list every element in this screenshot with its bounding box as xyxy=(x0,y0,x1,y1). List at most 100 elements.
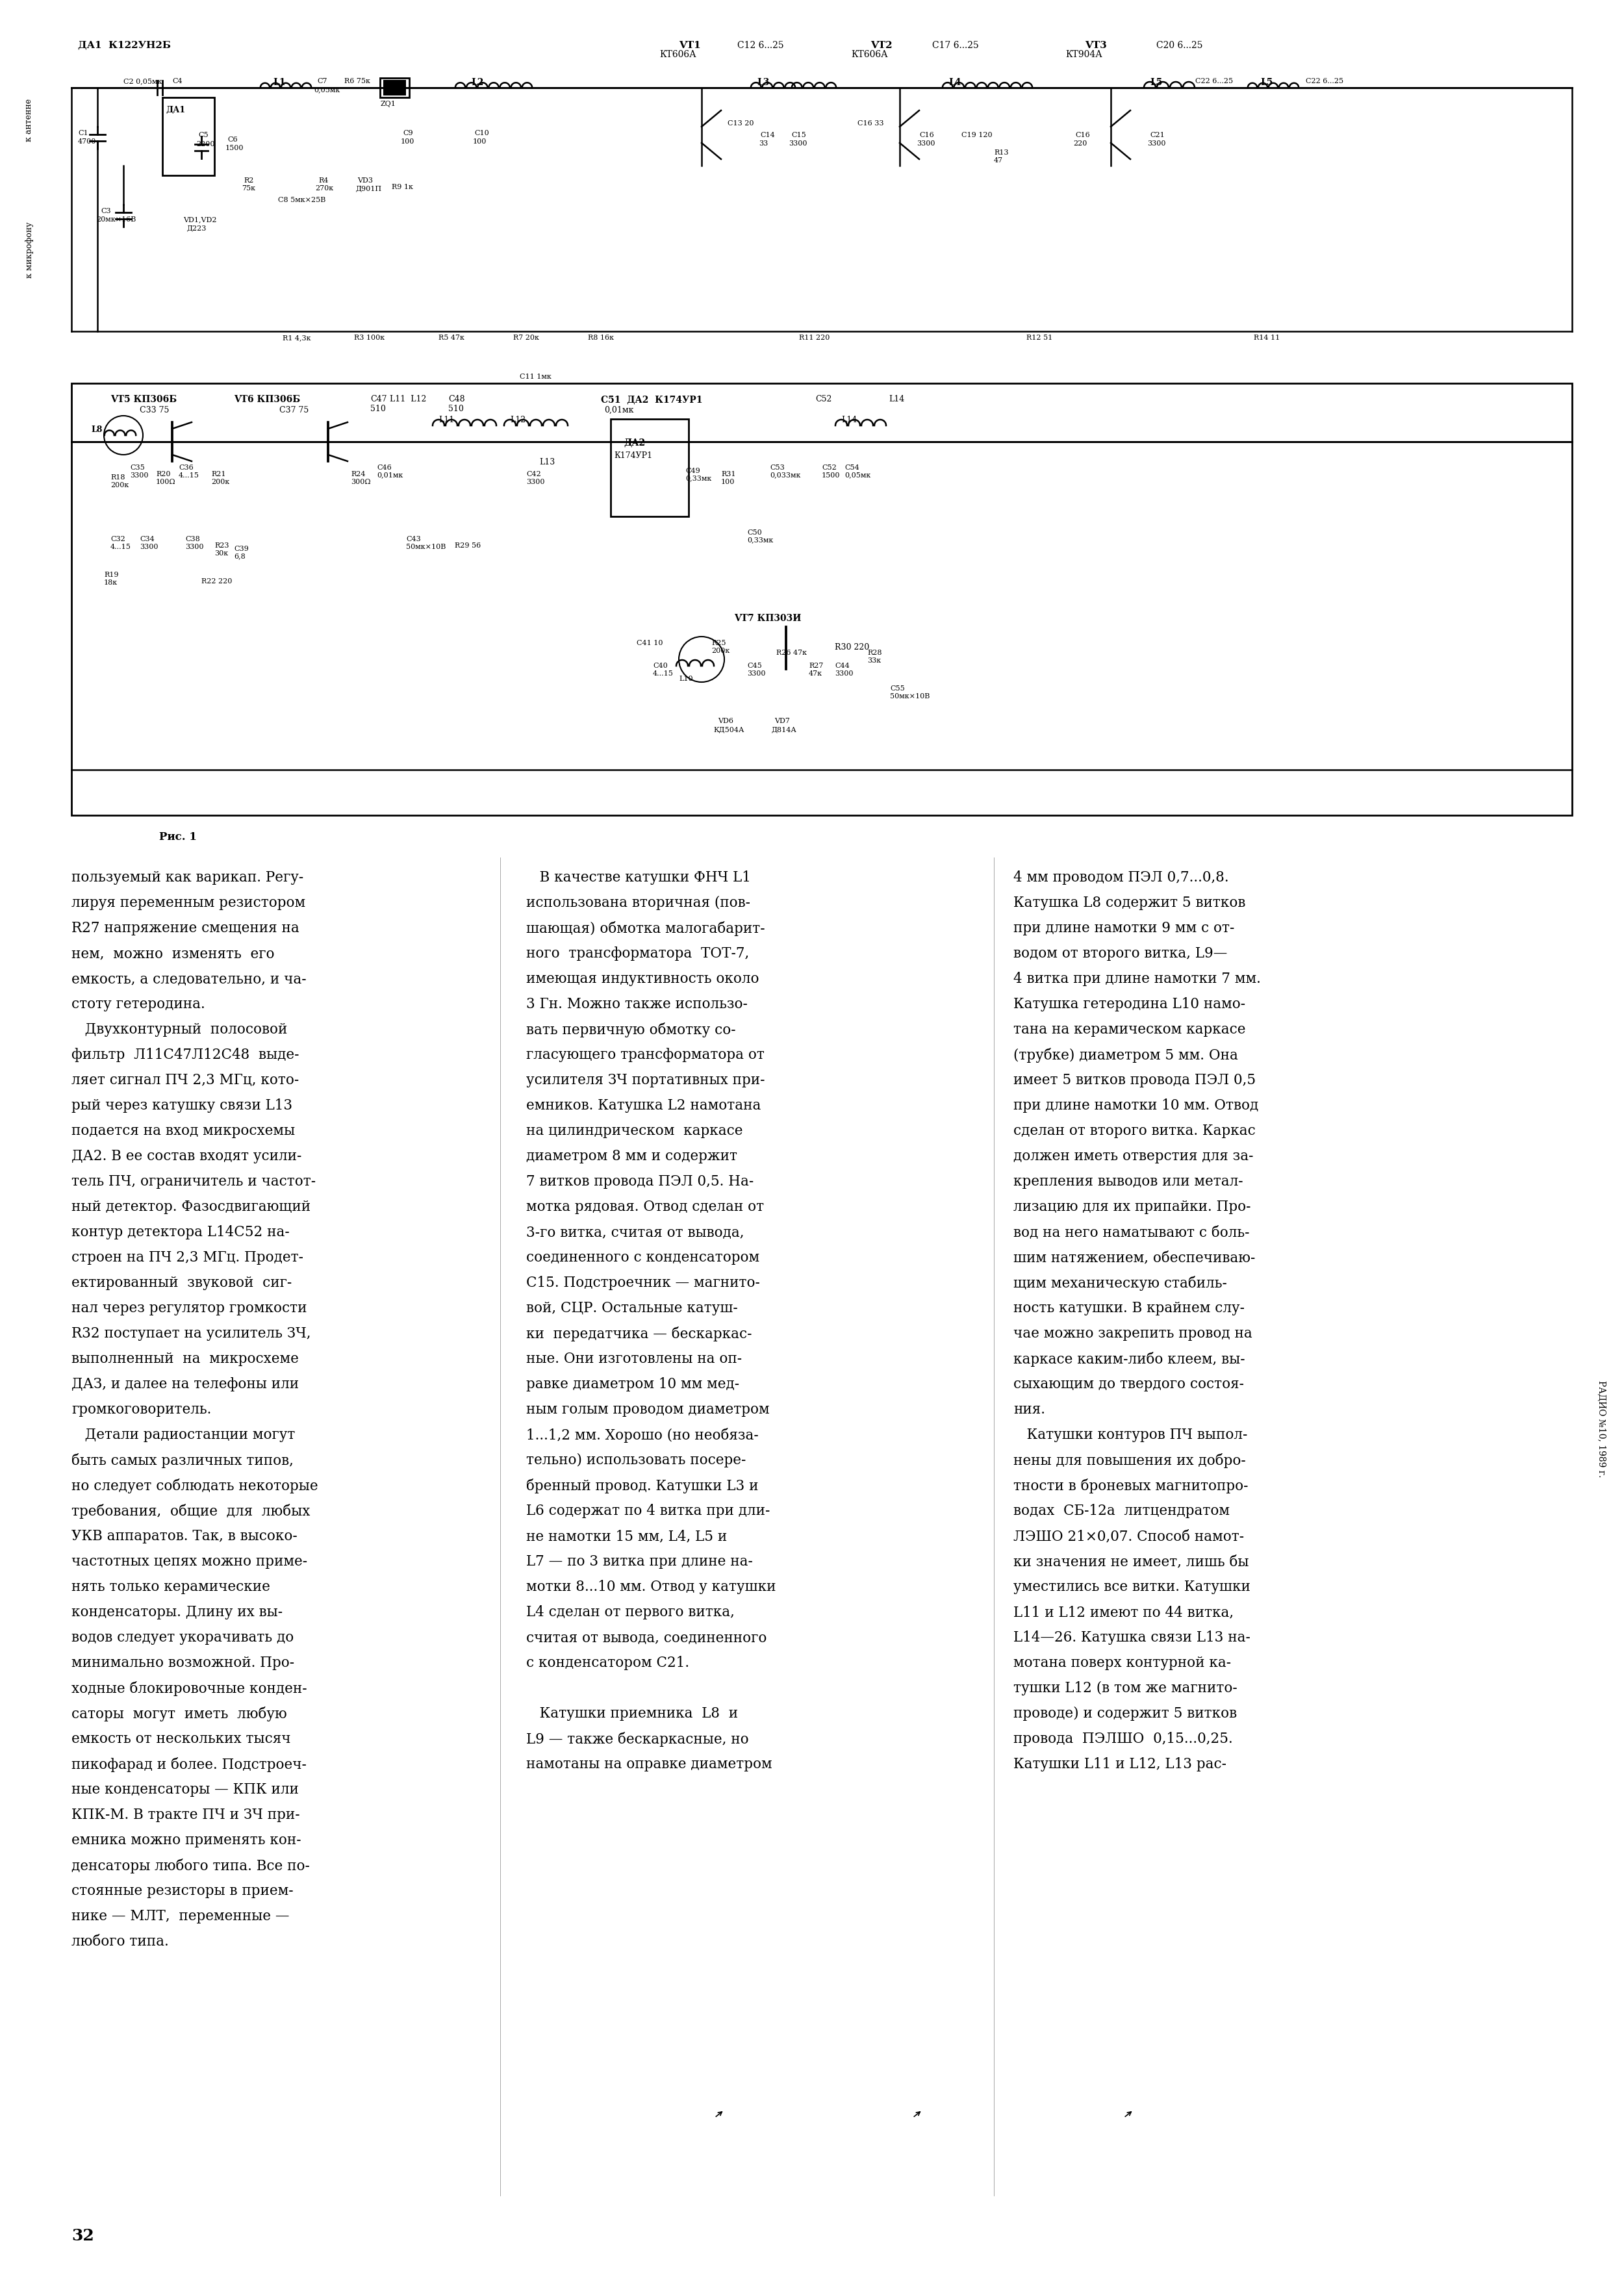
Text: Д223: Д223 xyxy=(187,225,206,232)
Text: Катушки приемника  L8  и: Катушки приемника L8 и xyxy=(526,1706,737,1721)
Text: С42
3300: С42 3300 xyxy=(526,470,544,486)
Text: L4: L4 xyxy=(948,77,961,86)
Text: С22 6...25: С22 6...25 xyxy=(1306,77,1343,84)
Text: 3300: 3300 xyxy=(789,141,807,148)
Text: тана на керамическом каркасе: тана на керамическом каркасе xyxy=(1013,1022,1246,1038)
Text: С13 20: С13 20 xyxy=(728,120,754,127)
Text: имеет 5 витков провода ПЭЛ 0,5: имеет 5 витков провода ПЭЛ 0,5 xyxy=(1013,1074,1255,1088)
Text: R22 220: R22 220 xyxy=(201,579,232,584)
Text: частотных цепях можно приме-: частотных цепях можно приме- xyxy=(71,1553,307,1569)
Text: VT3: VT3 xyxy=(1085,41,1108,50)
Text: ки  передатчика — бескаркас-: ки передатчика — бескаркас- xyxy=(526,1326,752,1342)
Text: R12 51: R12 51 xyxy=(1026,334,1052,341)
Bar xyxy=(162,98,214,175)
Text: L1: L1 xyxy=(273,77,286,86)
Text: диаметром 8 мм и содержит: диаметром 8 мм и содержит xyxy=(526,1149,737,1163)
Text: L13: L13 xyxy=(539,459,555,466)
Text: шающая) обмотка малогабарит-: шающая) обмотка малогабарит- xyxy=(526,922,765,936)
Text: R3 100к: R3 100к xyxy=(354,334,385,341)
Text: пикофарад и более. Подстроеч-: пикофарад и более. Подстроеч- xyxy=(71,1758,307,1771)
Text: С15. Подстроечник — магнито-: С15. Подстроечник — магнито- xyxy=(526,1276,760,1290)
Text: Катушка L8 содержит 5 витков: Катушка L8 содержит 5 витков xyxy=(1013,895,1246,911)
Text: нем,  можно  изменять  его: нем, можно изменять его xyxy=(71,947,274,961)
Text: каркасе каким-либо клеем, вы-: каркасе каким-либо клеем, вы- xyxy=(1013,1351,1246,1367)
Text: L6 содержат по 4 витка при дли-: L6 содержат по 4 витка при дли- xyxy=(526,1503,770,1517)
Text: к микрофону: к микрофону xyxy=(24,223,34,277)
Text: С53
0,033мк: С53 0,033мк xyxy=(770,466,801,479)
Text: ДА2. В ее состав входят усили-: ДА2. В ее состав входят усили- xyxy=(71,1149,302,1163)
Text: нике — МЛТ,  переменные —: нике — МЛТ, переменные — xyxy=(71,1910,289,1924)
Text: щим механическую стабиль-: щим механическую стабиль- xyxy=(1013,1276,1228,1290)
Text: но следует соблюдать некоторые: но следует соблюдать некоторые xyxy=(71,1478,318,1494)
Text: VT1: VT1 xyxy=(679,41,702,50)
Text: С12 6...25: С12 6...25 xyxy=(737,41,784,50)
Text: использована вторичная (пов-: использована вторичная (пов- xyxy=(526,895,750,911)
Text: мотки 8...10 мм. Отвод у катушки: мотки 8...10 мм. Отвод у катушки xyxy=(526,1581,776,1594)
Text: соединенного с конденсатором: соединенного с конденсатором xyxy=(526,1251,760,1265)
Text: усилителя ЗЧ портативных при-: усилителя ЗЧ портативных при- xyxy=(526,1074,765,1088)
Text: 4 мм проводом ПЭЛ 0,7...0,8.: 4 мм проводом ПЭЛ 0,7...0,8. xyxy=(1013,870,1229,886)
Text: L3: L3 xyxy=(757,77,770,86)
Text: 1...1,2 мм. Хорошо (но необяза-: 1...1,2 мм. Хорошо (но необяза- xyxy=(526,1428,758,1442)
Text: 0,01мк: 0,01мк xyxy=(604,407,633,413)
Text: ДА2: ДА2 xyxy=(624,438,645,447)
Text: С4: С4 xyxy=(172,77,182,84)
Text: требования,  общие  для  любых: требования, общие для любых xyxy=(71,1503,310,1519)
Text: С16: С16 xyxy=(919,132,934,139)
Text: L14—26. Катушка связи L13 на-: L14—26. Катушка связи L13 на- xyxy=(1013,1631,1250,1644)
Text: саторы  могут  иметь  любую: саторы могут иметь любую xyxy=(71,1706,287,1721)
Text: С51  ДА2  К174УР1: С51 ДА2 К174УР1 xyxy=(601,395,703,404)
Text: С37 75: С37 75 xyxy=(279,407,309,413)
Text: 2200: 2200 xyxy=(197,141,214,148)
Text: КТ606А: КТ606А xyxy=(659,50,697,59)
Bar xyxy=(383,79,406,95)
Text: R23
30к: R23 30к xyxy=(214,543,229,556)
Text: провода  ПЭЛШО  0,15...0,25.: провода ПЭЛШО 0,15...0,25. xyxy=(1013,1733,1233,1746)
Text: пользуемый как варикап. Регу-: пользуемый как варикап. Регу- xyxy=(71,870,304,886)
Text: ектированный  звуковой  сиг-: ектированный звуковой сиг- xyxy=(71,1276,292,1290)
Text: 3 Гн. Можно также использо-: 3 Гн. Можно также использо- xyxy=(526,997,747,1011)
Text: 4 витка при длине намотки 7 мм.: 4 витка при длине намотки 7 мм. xyxy=(1013,972,1260,986)
Text: Катушка гетеродина L10 намо-: Катушка гетеродина L10 намо- xyxy=(1013,997,1246,1011)
Text: не намотки 15 мм, L4, L5 и: не намотки 15 мм, L4, L5 и xyxy=(526,1528,728,1544)
Text: R14 11: R14 11 xyxy=(1254,334,1280,341)
Text: фильтр  Л11С47Л12С48  выде-: фильтр Л11С47Л12С48 выде- xyxy=(71,1047,299,1063)
Text: С46
0,01мк: С46 0,01мк xyxy=(377,466,403,479)
Text: любого типа.: любого типа. xyxy=(71,1935,169,1949)
Text: С52
1500: С52 1500 xyxy=(822,466,840,479)
Text: 100: 100 xyxy=(473,139,487,145)
Text: С35
3300: С35 3300 xyxy=(130,466,148,479)
Text: В качестве катушки ФНЧ L1: В качестве катушки ФНЧ L1 xyxy=(526,870,750,886)
Text: ность катушки. В крайнем слу-: ность катушки. В крайнем слу- xyxy=(1013,1301,1244,1315)
Text: лизацию для их припайки. Про-: лизацию для их припайки. Про- xyxy=(1013,1199,1250,1215)
Text: R19
18к: R19 18к xyxy=(104,572,119,586)
Text: проводе) и содержит 5 витков: проводе) и содержит 5 витков xyxy=(1013,1706,1237,1721)
Text: 32: 32 xyxy=(71,2228,94,2244)
Text: емкость, а следовательно, и ча-: емкость, а следовательно, и ча- xyxy=(71,972,307,986)
Text: К174УР1: К174УР1 xyxy=(614,452,653,461)
Text: С40
4...15: С40 4...15 xyxy=(653,663,674,677)
Bar xyxy=(611,418,689,516)
Text: VT2: VT2 xyxy=(870,41,892,50)
Text: намотаны на оправке диаметром: намотаны на оправке диаметром xyxy=(526,1758,771,1771)
Text: R29 56: R29 56 xyxy=(455,543,481,550)
Text: сыхающим до твердого состоя-: сыхающим до твердого состоя- xyxy=(1013,1376,1244,1392)
Text: к антенне: к антенне xyxy=(24,98,34,141)
Text: С33 75: С33 75 xyxy=(140,407,169,413)
Text: 0,05мк: 0,05мк xyxy=(313,86,339,93)
Text: бренный провод. Катушки L3 и: бренный провод. Катушки L3 и xyxy=(526,1478,758,1494)
Text: С8 5мк×25В: С8 5мк×25В xyxy=(278,198,326,204)
Text: ZQ1: ZQ1 xyxy=(380,100,396,107)
Text: С43
50мк×10В: С43 50мк×10В xyxy=(406,536,447,550)
Text: строен на ПЧ 2,3 МГц. Продет-: строен на ПЧ 2,3 МГц. Продет- xyxy=(71,1251,304,1265)
Text: С22 6...25: С22 6...25 xyxy=(1195,77,1233,84)
Text: С36
4...15: С36 4...15 xyxy=(179,466,200,479)
Text: водом от второго витка, L9—: водом от второго витка, L9— xyxy=(1013,947,1228,961)
Text: Катушки контуров ПЧ выпол-: Катушки контуров ПЧ выпол- xyxy=(1013,1428,1247,1442)
Text: на цилиндрическом  каркасе: на цилиндрическом каркасе xyxy=(526,1124,742,1138)
Text: R8 16к: R8 16к xyxy=(588,334,614,341)
Text: контур детектора L14С52 на-: контур детектора L14С52 на- xyxy=(71,1224,289,1240)
Text: R27
47к: R27 47к xyxy=(809,663,823,677)
Text: емкость от нескольких тысяч: емкость от нескольких тысяч xyxy=(71,1733,291,1746)
Text: Двухконтурный  полосовой: Двухконтурный полосовой xyxy=(71,1022,287,1038)
